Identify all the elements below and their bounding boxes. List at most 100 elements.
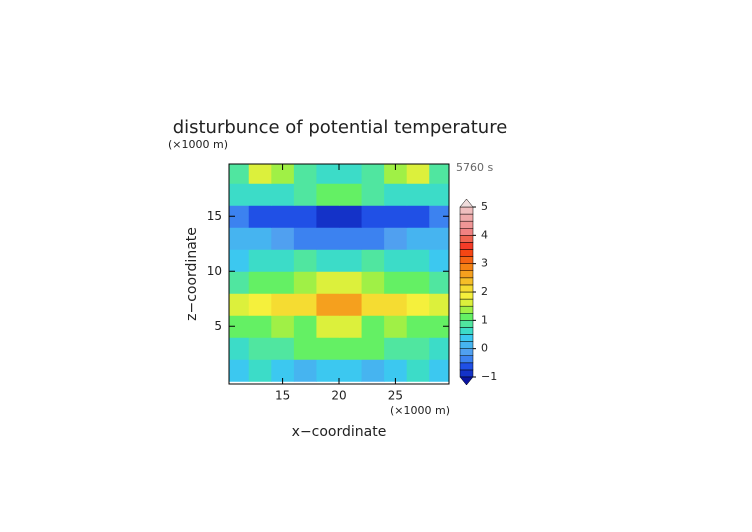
contour-cell [271, 271, 295, 294]
contour-cell [293, 315, 317, 338]
time-label: 5760 s [456, 161, 493, 174]
colorbar-tick-label: 4 [481, 228, 488, 241]
colorbar-tick-label: 2 [481, 285, 488, 298]
colorbar-tick-label: −1 [481, 370, 497, 383]
contour-cell [406, 337, 430, 360]
colorbar-segment [459, 256, 474, 264]
contour-cell [248, 249, 272, 272]
contour-cell [384, 249, 408, 272]
contour-cell [406, 205, 430, 228]
contour-cell [229, 293, 250, 316]
contour-cell [248, 337, 272, 360]
x-tick-label: 25 [388, 389, 403, 403]
colorbar-segment [459, 277, 474, 286]
contour-cell [248, 293, 272, 316]
contour-cell [248, 164, 272, 184]
contour-cell [361, 227, 385, 250]
contour-cell [361, 249, 385, 272]
colorbar-segment [459, 327, 474, 335]
contour-cell [271, 315, 295, 338]
contour-cell [406, 227, 430, 250]
contour-cell [293, 359, 317, 382]
contour-cell [384, 359, 408, 382]
contour-cell [293, 337, 317, 360]
contour-cell [229, 315, 250, 338]
contour-cell [339, 293, 363, 316]
contour-cell [384, 227, 408, 250]
contour-cell [429, 227, 449, 250]
colorbar-segment [459, 334, 474, 342]
contour-cell [361, 271, 385, 294]
contour-cell [429, 359, 449, 382]
contour-cell [248, 183, 272, 206]
contour-cell [229, 183, 250, 206]
contour-cell [316, 205, 340, 228]
contour-cell [293, 227, 317, 250]
contour-cell [406, 164, 430, 184]
contour-cell [271, 227, 295, 250]
chart-layer: 15 20 25 5 10 15 −1 0 1 2 3 4 5 [207, 164, 497, 403]
colorbar-segment [459, 284, 474, 293]
contour-cell [248, 205, 272, 228]
y-tick-label: 15 [207, 209, 222, 223]
contour-cell [406, 293, 430, 316]
contour-cell [361, 183, 385, 206]
colorbar-segment [459, 362, 474, 371]
contour-cell [361, 359, 385, 382]
contour-cell [361, 315, 385, 338]
colorbar-under [459, 376, 474, 386]
contour-cell [339, 164, 363, 184]
contour-cell [429, 271, 449, 294]
colorbar-segment [459, 355, 474, 364]
contour-cell [406, 271, 430, 294]
contour-cell [339, 337, 363, 360]
contour-cell [384, 293, 408, 316]
contour-cell [384, 337, 408, 360]
chart-title: disturbunce of potential temperature [173, 117, 508, 138]
contour-cell [316, 337, 340, 360]
contour-cell [429, 293, 449, 316]
colorbar-segment [459, 313, 474, 321]
colorbar-tick-label: 0 [481, 342, 488, 355]
contour-cell [361, 293, 385, 316]
contour-cell [339, 315, 363, 338]
contour-cell [271, 359, 295, 382]
colorbar-segment [459, 242, 474, 250]
contour-cell [406, 359, 430, 382]
contour-cell [229, 271, 250, 294]
contour-cell [229, 164, 250, 184]
colorbar-segment [459, 263, 474, 271]
contour-cell [293, 164, 317, 184]
contour-cell [339, 271, 363, 294]
contour-cell [248, 227, 272, 250]
colorbar-segment [459, 369, 474, 378]
contour-cell [271, 293, 295, 316]
contour-cell [429, 164, 449, 184]
contour-cell [339, 183, 363, 206]
contour-cell [429, 315, 449, 338]
contour-cell [316, 271, 340, 294]
contour-cell [271, 183, 295, 206]
colorbar-tick-label: 3 [481, 257, 488, 270]
contour-cell [384, 164, 408, 184]
x-unit: (×1000 m) [390, 404, 450, 417]
contour-cell [293, 205, 317, 228]
contour-cell [316, 315, 340, 338]
colorbar-over [459, 198, 474, 208]
contour-cell [229, 359, 250, 382]
colorbar-tick-label: 1 [481, 313, 488, 326]
x-tick-label: 15 [275, 389, 290, 403]
contour-cell [361, 164, 385, 184]
contour-cell [271, 205, 295, 228]
contour-cell [293, 271, 317, 294]
contour-field [229, 164, 449, 382]
contour-cell [229, 337, 250, 360]
contour-cell [339, 249, 363, 272]
contour-cell [316, 164, 340, 184]
colorbar-segment [459, 270, 474, 279]
y-unit: (×1000 m) [168, 138, 228, 151]
contour-cell [271, 249, 295, 272]
contour-cell [316, 227, 340, 250]
contour-cell [271, 164, 295, 184]
colorbar-segment [459, 320, 474, 328]
